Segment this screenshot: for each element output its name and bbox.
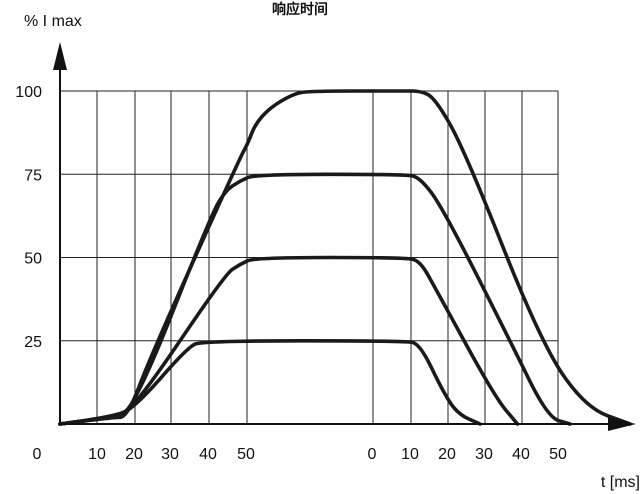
y-tick-labels: 100 75 50 25 <box>15 84 42 351</box>
x-tick-fall-30: 30 <box>475 446 493 463</box>
y-tick-label-50: 50 <box>24 251 42 268</box>
y-tick-label-75: 75 <box>24 167 42 184</box>
x-tick-fall-20: 20 <box>438 446 456 463</box>
y-tick-label-25: 25 <box>24 334 42 351</box>
x-tick-rise-20: 20 <box>125 446 143 463</box>
x-tick-fall-50: 50 <box>549 446 567 463</box>
series-curve-75 <box>58 172 572 426</box>
series-curve-100 <box>58 89 632 426</box>
y-axis-arrow <box>53 42 67 70</box>
y-axis-label: % I max <box>24 13 82 30</box>
x-tick-rise-10: 10 <box>88 446 106 463</box>
chart-axes <box>53 42 636 431</box>
series-curve-25 <box>58 339 482 426</box>
x-tick-rise-50: 50 <box>237 446 255 463</box>
chart-series <box>58 89 632 426</box>
x-tick-fall-10: 10 <box>401 446 419 463</box>
y-tick-label-100: 100 <box>15 84 42 101</box>
x-tick-labels: 10 20 30 40 50 0 10 20 30 40 50 <box>88 446 567 463</box>
x-origin-label: 0 <box>33 446 42 463</box>
x-tick-fall-40: 40 <box>512 446 530 463</box>
x-axis-label: t [ms] <box>601 474 640 491</box>
x-tick-rise-30: 30 <box>161 446 179 463</box>
x-axis-arrow <box>608 417 636 431</box>
series-curve-50 <box>58 255 520 426</box>
chart-title: 响应时间 <box>272 1 328 18</box>
x-tick-fall-0: 0 <box>368 446 377 463</box>
x-tick-rise-40: 40 <box>199 446 217 463</box>
